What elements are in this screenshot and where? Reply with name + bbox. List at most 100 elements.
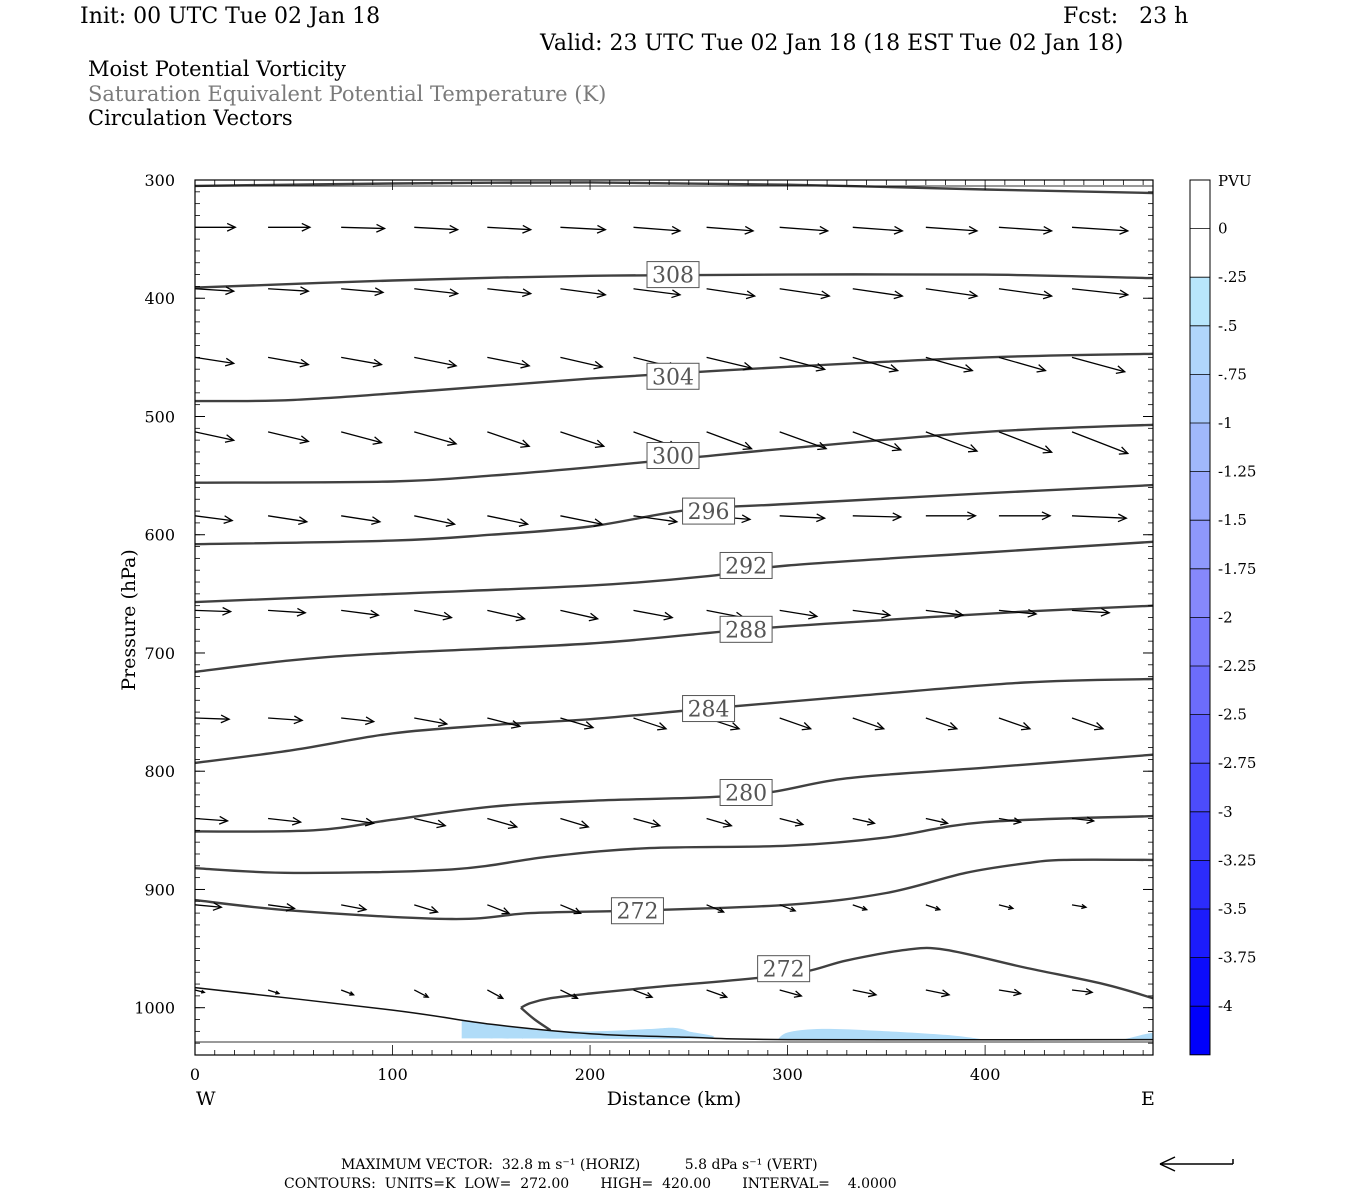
circulation-vector [925,225,979,235]
circulation-vector [633,817,662,828]
circulation-vector [487,431,531,448]
circulation-vector [1071,356,1127,374]
y-tick-label: 800 [144,762,175,781]
circulation-vector [414,609,453,621]
circulation-vector [998,431,1054,454]
circulation-vector [341,431,383,445]
circulation-vector [633,717,668,731]
circulation-vector [852,225,904,235]
circulation-vector [194,714,231,724]
circulation-vector [560,609,600,622]
circulation-vector [194,989,206,994]
contour-label-text: 272 [763,958,805,983]
colorbar-label: -2.25 [1218,657,1256,675]
circulation-vector [414,904,439,914]
circulation-vector [998,225,1054,235]
contour-label: 296 [682,497,736,525]
circulation-vector [560,989,579,1000]
west-label: W [196,1088,216,1110]
colorbar-segment [1190,228,1210,278]
contour-label-layer: 308 304 300 296 292 288 284 280 272 272 [610,261,811,983]
circulation-vector [194,902,223,911]
circulation-vector [487,817,519,830]
theta-e-contour [194,604,1154,674]
colorbar-segment [1190,1006,1210,1055]
circulation-vector [267,989,281,995]
circulation-vector [341,609,380,619]
colorbar-label: -1 [1218,414,1233,432]
circulation-vector [341,287,385,297]
field-title-mpv: Moist Potential Vorticity [88,57,346,81]
circulation-vector [779,356,827,372]
colorbar-segment [1190,423,1210,472]
circulation-vector [487,515,530,527]
x-tick-label: 300 [772,1065,803,1084]
colorbar: 0 -.25 -.5 -.75 -1 -1.25 -1.5 -1.75 -2 -2.25 -2.5 -… [1189,179,1256,1056]
circulation-vector [487,356,531,369]
colorbar-label: -1.75 [1218,560,1256,578]
colorbar-label: -1.25 [1218,463,1256,481]
circulation-vector [194,286,236,296]
plot-inner-frame [194,185,1154,1043]
circulation-vector [852,431,903,452]
circulation-vector [267,902,296,912]
contour-label: 280 [719,779,773,807]
circulation-vector [779,609,819,620]
circulation-vector [487,609,527,622]
colorbar-segment [1190,811,1210,861]
circulation-vector [998,817,1023,825]
contour-label-text: 292 [725,554,767,579]
circulation-vector [195,222,237,232]
circulation-vector [706,288,757,300]
circulation-vector [925,356,974,373]
y-tick-label: 900 [144,880,175,899]
circulation-vector [560,904,582,915]
circulation-vector [852,989,878,998]
circulation-vector [706,356,754,371]
x-tick-label: 0 [190,1065,200,1084]
contour-label-text: 288 [725,618,767,643]
circulation-vector [706,431,753,451]
contour-label: 292 [719,551,773,579]
circulation-vector [706,904,726,913]
circulation-vector [925,717,959,731]
colorbar-label: -2.75 [1218,754,1256,772]
circulation-vector [998,608,1038,618]
contour-label: 308 [646,261,700,289]
circulation-vector [998,717,1032,731]
theta-e-contour [520,946,1154,1009]
colorbar-segment [1190,471,1210,521]
circulation-vector [194,815,230,825]
circulation-vector [1071,513,1128,523]
circulation-vector [487,904,511,915]
circulation-vector [414,717,449,727]
theta-e-contour [194,986,1154,1041]
contour-label: 300 [646,442,700,470]
circulation-vector [998,511,1052,521]
left-arrow-icon [1159,1156,1234,1172]
circulation-vector [852,817,876,826]
circulation-vector [560,817,590,829]
circulation-vector [267,515,309,525]
colorbar-segment [1190,957,1210,1007]
circulation-vector [560,224,607,234]
circulation-vector [560,356,604,370]
colorbar-label: -3.5 [1218,900,1247,918]
colorbar-segment [1190,763,1210,812]
colorbar-label: -4 [1218,997,1233,1015]
circulation-vector [852,717,886,731]
circulation-vector [925,989,951,998]
colorbar-label: -3.25 [1218,851,1256,869]
colorbar-label: -3 [1218,803,1233,821]
contour-layer [194,181,1154,1041]
circulation-vector [779,817,805,827]
circulation-vector [998,356,1047,373]
circulation-vector [925,288,979,300]
circulation-vector [1071,607,1111,617]
contour-label: 288 [719,615,773,643]
circulation-vector [194,515,234,525]
circulation-vector [1071,431,1130,455]
circulation-vector [341,223,387,233]
circulation-vector [779,225,830,235]
circulation-vector [268,715,304,725]
